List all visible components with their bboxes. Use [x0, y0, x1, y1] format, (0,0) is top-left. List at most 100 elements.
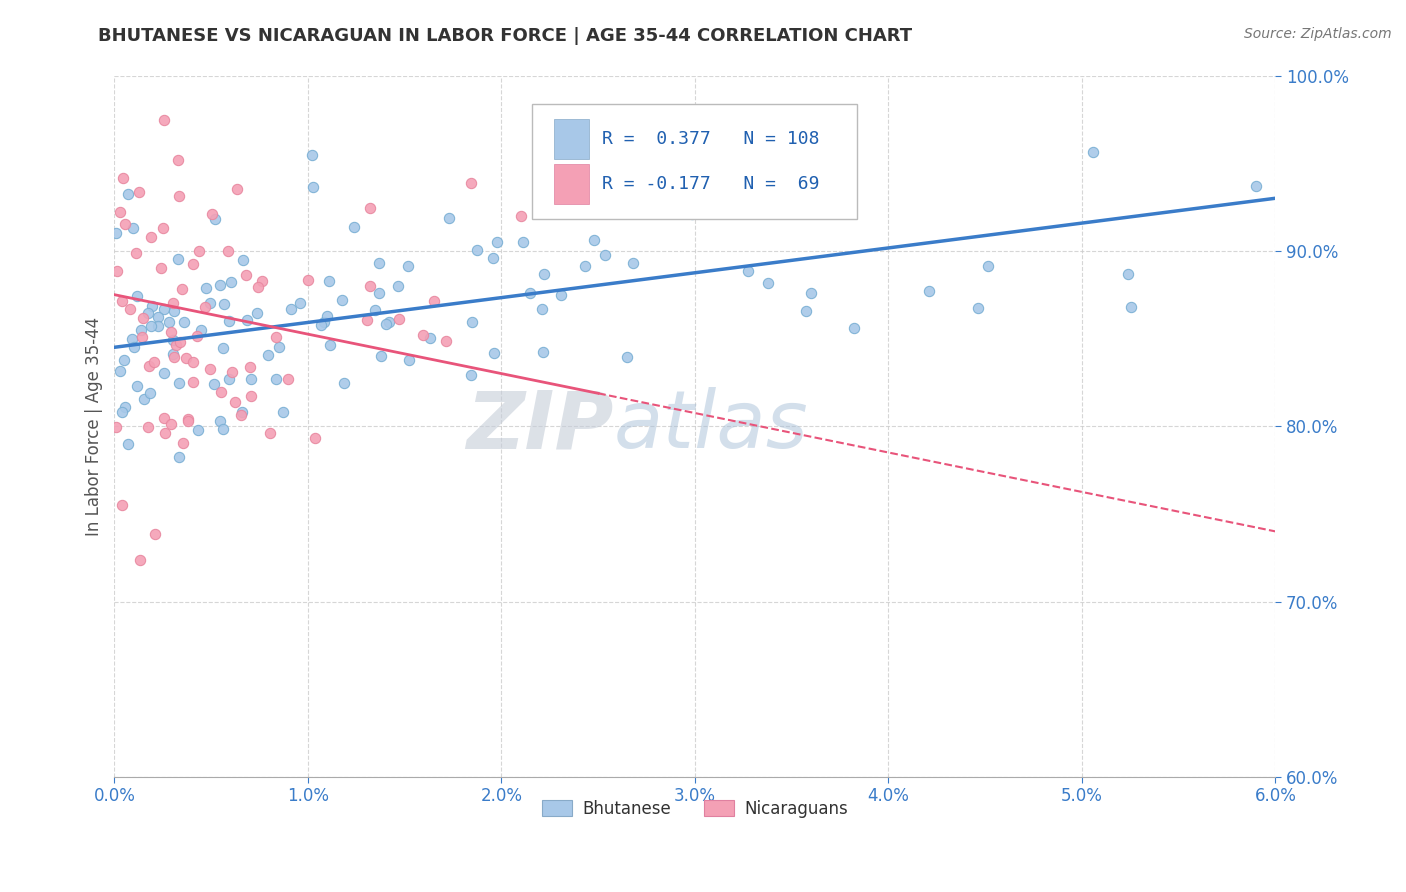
Point — [388, 311, 411, 326]
Point — [387, 278, 409, 293]
Point — [186, 329, 208, 343]
Point — [167, 153, 190, 167]
Point — [177, 414, 200, 428]
Point — [163, 303, 186, 318]
Point — [167, 450, 190, 464]
Point — [621, 255, 644, 269]
Point — [136, 419, 159, 434]
Point — [309, 318, 332, 333]
FancyBboxPatch shape — [554, 119, 589, 159]
Point — [195, 280, 218, 294]
Point — [190, 323, 212, 337]
Point — [419, 331, 441, 345]
Point — [122, 340, 145, 354]
Point — [231, 408, 253, 422]
Point — [169, 334, 191, 349]
FancyBboxPatch shape — [554, 164, 589, 204]
Point — [1121, 300, 1143, 314]
Point — [211, 342, 233, 356]
Point — [977, 259, 1000, 273]
Point — [239, 359, 262, 374]
Point — [152, 220, 174, 235]
Point — [437, 211, 460, 226]
Point — [240, 389, 263, 403]
Point — [152, 411, 174, 425]
Point — [194, 300, 217, 314]
Point — [110, 205, 132, 219]
Point — [181, 375, 204, 389]
Point — [297, 273, 319, 287]
Point — [117, 437, 139, 451]
Point — [174, 351, 197, 366]
Point — [183, 257, 205, 271]
Point — [136, 306, 159, 320]
Point — [330, 293, 353, 307]
Point — [396, 259, 419, 273]
Point — [756, 276, 779, 290]
Point — [157, 315, 180, 329]
Point — [219, 275, 242, 289]
Point — [536, 189, 558, 203]
Point — [131, 329, 153, 343]
Point — [167, 189, 190, 203]
Point — [173, 315, 195, 329]
Point — [124, 245, 146, 260]
Point — [301, 148, 323, 162]
Point — [288, 295, 311, 310]
Point — [118, 302, 141, 317]
Point — [368, 286, 391, 301]
FancyBboxPatch shape — [533, 103, 858, 219]
Point — [139, 230, 162, 244]
Point — [412, 327, 434, 342]
Point — [142, 355, 165, 369]
Text: R =  0.377   N = 108: R = 0.377 N = 108 — [602, 129, 820, 148]
Text: Source: ZipAtlas.com: Source: ZipAtlas.com — [1244, 27, 1392, 41]
Point — [794, 303, 817, 318]
Point — [800, 285, 823, 300]
Point — [574, 259, 596, 273]
Point — [149, 260, 172, 275]
Point — [364, 303, 387, 318]
Point — [277, 372, 299, 386]
Point — [461, 314, 484, 328]
Point — [166, 252, 188, 266]
Point — [593, 248, 616, 262]
Point — [512, 235, 534, 250]
Point — [218, 372, 240, 386]
Point — [155, 425, 177, 440]
Point — [125, 379, 148, 393]
Point — [162, 296, 184, 310]
Point — [138, 359, 160, 374]
Point — [1081, 145, 1104, 159]
Point — [167, 376, 190, 390]
Point — [148, 319, 170, 334]
Point — [153, 112, 176, 127]
Point — [105, 226, 128, 240]
Point — [917, 284, 939, 298]
Point — [112, 352, 135, 367]
Point — [370, 349, 392, 363]
Y-axis label: In Labor Force | Age 35-44: In Labor Force | Age 35-44 — [86, 317, 103, 536]
Point — [271, 405, 294, 419]
Point — [465, 243, 488, 257]
Point — [172, 435, 194, 450]
Point — [134, 392, 156, 407]
Point — [114, 400, 136, 414]
Point — [367, 256, 389, 270]
Point — [198, 296, 221, 310]
Point — [211, 384, 233, 399]
Point — [236, 312, 259, 326]
Point — [681, 207, 703, 221]
Point — [1116, 267, 1139, 281]
Point — [247, 280, 270, 294]
Point — [111, 498, 134, 512]
Point — [688, 206, 710, 220]
Point — [378, 315, 401, 329]
Point — [359, 202, 381, 216]
Point — [111, 405, 134, 419]
Point — [259, 426, 281, 441]
Point — [342, 220, 364, 235]
Point — [146, 310, 169, 324]
Point — [162, 347, 184, 361]
Point — [177, 411, 200, 425]
